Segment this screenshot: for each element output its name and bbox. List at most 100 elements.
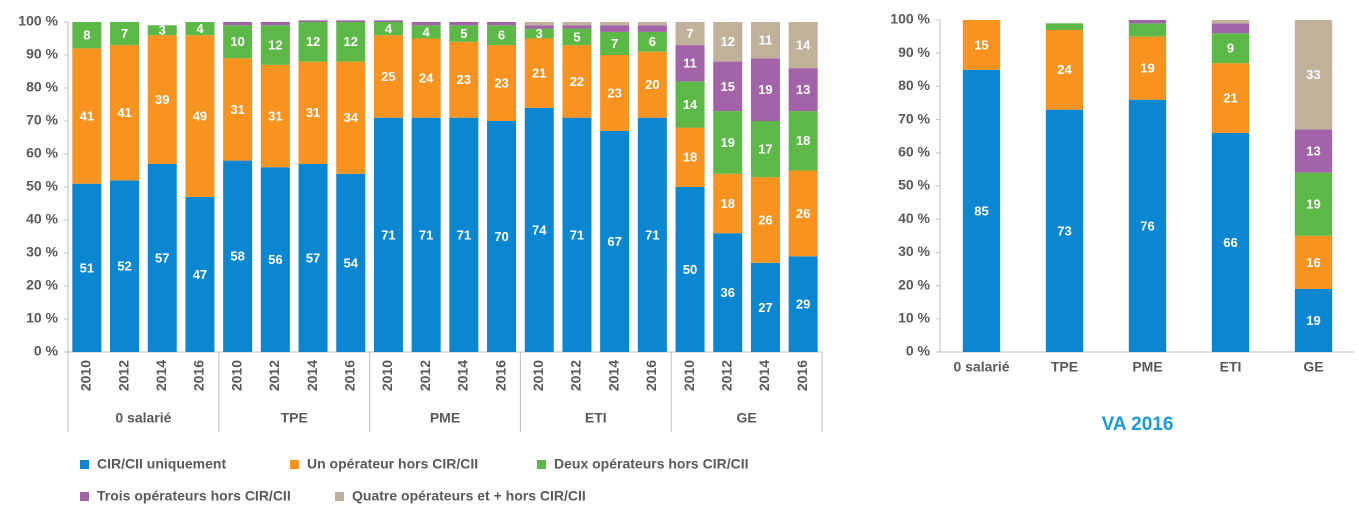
bar-segment xyxy=(1128,99,1167,353)
bar-segment xyxy=(524,28,554,39)
legend-label: Quatre opérateurs et + hors CIR/CII xyxy=(352,488,586,504)
bar-segment xyxy=(637,31,667,52)
x-tick-label: 2012 xyxy=(417,360,433,391)
bar-segment xyxy=(562,117,592,352)
y-tick-label: 10 % xyxy=(26,310,58,326)
data-label: 58 xyxy=(230,249,244,264)
data-label: 11 xyxy=(683,56,697,71)
data-label: 20 xyxy=(645,77,659,92)
bar-segment xyxy=(713,22,743,62)
bar-segment xyxy=(449,22,479,26)
bar-segment xyxy=(336,61,366,174)
bar-segment xyxy=(562,28,592,46)
bar-segment xyxy=(713,233,743,352)
y-tick-label: 70 % xyxy=(898,110,930,126)
x-tick-label: 2012 xyxy=(115,360,131,391)
data-label: 56 xyxy=(268,252,282,267)
bar-segment xyxy=(562,45,592,118)
bar-segment xyxy=(600,55,630,131)
bar-segment xyxy=(147,35,177,164)
data-label: 85 xyxy=(974,203,988,218)
legend-swatch xyxy=(80,460,89,469)
bar-segment xyxy=(223,58,253,161)
bar-segment xyxy=(1128,36,1167,100)
bar-segment xyxy=(147,25,177,36)
x-tick-label: GE xyxy=(1303,359,1323,375)
bar-segment xyxy=(750,262,780,352)
data-label: 50 xyxy=(683,262,697,277)
y-tick-label: 40 % xyxy=(26,211,58,227)
data-label: 12 xyxy=(306,34,320,49)
data-label: 34 xyxy=(344,110,359,125)
data-label: 71 xyxy=(570,227,584,242)
y-tick-label: 50 % xyxy=(898,177,930,193)
data-label: 71 xyxy=(457,227,471,242)
data-label: 26 xyxy=(758,212,772,227)
bar-segment xyxy=(713,111,743,174)
legend-label: Deux opérateurs hors CIR/CII xyxy=(554,456,749,472)
data-label: 4 xyxy=(196,21,204,36)
legend-swatch xyxy=(537,460,546,469)
bar-segment xyxy=(788,68,818,112)
y-tick-label: 70 % xyxy=(26,112,58,128)
bar-segment xyxy=(72,48,102,184)
bar-segment xyxy=(788,256,818,352)
bar-segment xyxy=(298,22,328,62)
bar-segment xyxy=(487,25,517,46)
data-label: 24 xyxy=(419,71,434,86)
bar-segment xyxy=(750,22,780,59)
bar-segment xyxy=(449,117,479,352)
bar-segment xyxy=(223,25,253,59)
data-label: 36 xyxy=(721,285,735,300)
bar-segment xyxy=(1294,172,1333,236)
data-label: 19 xyxy=(1140,61,1154,76)
bar-segment xyxy=(1211,23,1250,34)
bar-segment xyxy=(675,45,705,82)
data-label: 76 xyxy=(1140,218,1154,233)
data-label: 66 xyxy=(1223,235,1237,250)
bar-segment xyxy=(675,22,705,46)
data-label: 18 xyxy=(683,150,697,165)
bar-segment xyxy=(750,121,780,178)
bar-segment xyxy=(260,22,290,26)
bar-segment xyxy=(260,25,290,65)
x-tick-label: 2010 xyxy=(530,360,546,391)
x-tick-label: 2016 xyxy=(191,360,207,391)
bar-segment xyxy=(411,25,441,39)
y-tick-label: 20 % xyxy=(26,277,58,293)
bar-segment xyxy=(600,25,630,32)
data-label: 14 xyxy=(796,38,811,53)
bar-segment xyxy=(1128,23,1167,37)
bar-segment xyxy=(373,22,403,36)
bar-segment xyxy=(788,170,818,257)
bar-segment xyxy=(600,22,630,26)
legend-label: Trois opérateurs hors CIR/CII xyxy=(97,488,291,504)
bar-segment xyxy=(336,22,366,62)
bar-segment xyxy=(411,117,441,352)
data-label: 6 xyxy=(498,28,505,43)
data-label: 21 xyxy=(1223,90,1237,105)
bar-segment xyxy=(110,180,140,352)
data-label: 31 xyxy=(230,102,244,117)
x-tick-label: 2012 xyxy=(718,360,734,391)
group-label: TPE xyxy=(281,410,308,426)
data-label: 71 xyxy=(381,227,395,242)
data-label: 5 xyxy=(573,29,580,44)
y-tick-label: 90 % xyxy=(26,46,58,62)
x-tick-label: 2014 xyxy=(605,360,621,391)
y-tick-label: 80 % xyxy=(898,77,930,93)
bar-segment xyxy=(185,22,215,36)
bar-segment xyxy=(487,22,517,26)
y-tick-label: 60 % xyxy=(26,145,58,161)
bar-segment xyxy=(298,163,328,352)
data-label: 8 xyxy=(83,28,90,43)
data-label: 4 xyxy=(423,24,431,39)
bar-segment xyxy=(675,81,705,128)
data-label: 31 xyxy=(268,108,282,123)
x-tick-label: 0 salarié xyxy=(953,359,1009,375)
x-tick-label: 2010 xyxy=(228,360,244,391)
data-label: 47 xyxy=(193,267,207,282)
bar-segment xyxy=(72,22,102,49)
x-tick-label: ETI xyxy=(1220,359,1242,375)
y-tick-label: 60 % xyxy=(898,144,930,160)
